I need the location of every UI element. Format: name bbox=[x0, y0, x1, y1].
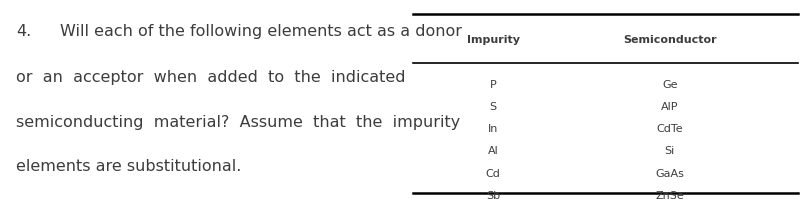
Text: or  an  acceptor  when  added  to  the  indicated: or an acceptor when added to the indicat… bbox=[16, 70, 406, 85]
Text: S: S bbox=[490, 102, 496, 112]
Text: Al: Al bbox=[488, 146, 499, 156]
Text: CdTe: CdTe bbox=[656, 124, 683, 134]
Text: Will each of the following elements act as a donor: Will each of the following elements act … bbox=[60, 24, 462, 39]
Text: 4.: 4. bbox=[16, 24, 31, 39]
Text: AlP: AlP bbox=[661, 102, 678, 112]
Text: GaAs: GaAs bbox=[655, 169, 684, 179]
Text: Impurity: Impurity bbox=[467, 35, 520, 45]
Text: P: P bbox=[490, 80, 496, 90]
Text: semiconducting  material?  Assume  that  the  impurity: semiconducting material? Assume that the… bbox=[16, 115, 460, 130]
Text: Cd: Cd bbox=[486, 169, 500, 179]
Text: Si: Si bbox=[665, 146, 674, 156]
Text: Semiconductor: Semiconductor bbox=[623, 35, 716, 45]
Text: Sb: Sb bbox=[486, 191, 500, 199]
Text: ZnSe: ZnSe bbox=[655, 191, 684, 199]
Text: Ge: Ge bbox=[662, 80, 678, 90]
Text: elements are substitutional.: elements are substitutional. bbox=[16, 159, 241, 174]
Text: In: In bbox=[488, 124, 498, 134]
